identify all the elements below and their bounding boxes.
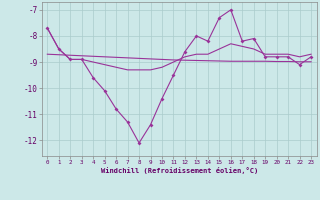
X-axis label: Windchill (Refroidissement éolien,°C): Windchill (Refroidissement éolien,°C) bbox=[100, 167, 258, 174]
